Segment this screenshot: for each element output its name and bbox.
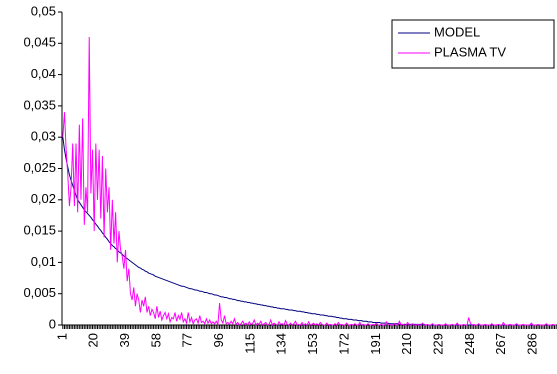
x-tick-label: 172 (336, 333, 351, 355)
x-tick-label: 77 (180, 333, 195, 347)
x-tick-label: 20 (86, 333, 101, 347)
y-tick-label: 0,015 (23, 223, 56, 238)
x-tick-label: 229 (430, 333, 445, 355)
x-tick-label: 267 (493, 333, 508, 355)
y-tick-label: 0,025 (23, 160, 56, 175)
y-tick-label: 0,01 (31, 254, 56, 269)
x-tick-label: 39 (117, 333, 132, 347)
y-tick-label: 0,045 (23, 35, 56, 50)
y-tick-label: 0,04 (31, 66, 56, 81)
x-tick-label: 58 (148, 333, 163, 347)
x-tick-label: 191 (368, 333, 383, 355)
y-tick-label: 0,03 (31, 129, 56, 144)
x-tick-label: 153 (305, 333, 320, 355)
x-tick-label: 134 (274, 333, 289, 355)
y-tick-label: 0,05 (31, 3, 56, 18)
y-tick-label: 0,005 (23, 285, 56, 300)
x-tick-label: 248 (462, 333, 477, 355)
legend-box (391, 19, 555, 69)
series-line (62, 37, 557, 327)
y-tick-label: 0,035 (23, 97, 56, 112)
x-tick-label: 96 (211, 333, 226, 347)
x-tick-label: 115 (242, 333, 257, 354)
legend-label: MODEL (434, 24, 480, 39)
y-tick-label: 0 (49, 316, 56, 331)
legend-label: PLASMA TV (434, 44, 506, 59)
x-tick-label: 286 (525, 333, 540, 355)
x-tick-label: 210 (399, 333, 414, 355)
y-tick-label: 0,02 (31, 191, 56, 206)
x-tick-label: 1 (54, 333, 69, 340)
